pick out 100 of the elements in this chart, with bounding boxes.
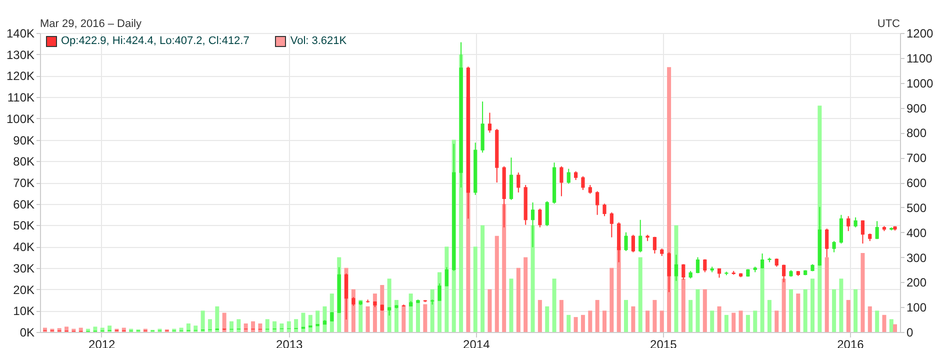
- candlestick: [652, 236, 657, 254]
- candlestick: [560, 166, 564, 197]
- candlestick: [860, 220, 865, 244]
- candlestick: [760, 253, 764, 269]
- candlestick: [566, 168, 570, 184]
- bar: [702, 289, 707, 332]
- bar: [824, 257, 829, 332]
- bar: [280, 323, 284, 332]
- candlestick: [610, 212, 614, 238]
- bar: [179, 328, 184, 332]
- y2-tick-label: 600: [906, 176, 927, 190]
- y2-tick-label: 0: [906, 326, 914, 340]
- bar: [387, 278, 392, 332]
- candlestick: [538, 208, 542, 228]
- candlestick: [854, 216, 858, 228]
- bar: [868, 306, 872, 332]
- candlestick: [602, 203, 606, 217]
- bar: [893, 324, 897, 332]
- candlestick: [667, 252, 671, 293]
- y-tick-label: 10K: [13, 304, 34, 318]
- bar: [416, 300, 420, 332]
- bar: [738, 310, 743, 332]
- annotation: Vol: 3.621K: [290, 35, 347, 47]
- candlestick: [875, 220, 879, 240]
- candlestick: [832, 240, 836, 253]
- bar: [717, 306, 722, 332]
- y2-tick-label: 300: [906, 250, 927, 265]
- candlestick: [638, 219, 642, 253]
- bar: [724, 314, 728, 332]
- bar: [473, 246, 478, 332]
- y-tick-label: 140K: [6, 26, 34, 40]
- candlestick: [839, 214, 844, 244]
- bar: [889, 319, 894, 332]
- bar: [882, 314, 886, 332]
- bar: [559, 300, 564, 332]
- y-tick-label: 130K: [6, 48, 34, 62]
- candlestick: [703, 258, 707, 273]
- bar: [402, 306, 406, 332]
- bar: [638, 257, 642, 332]
- bar: [782, 278, 786, 332]
- bar: [767, 300, 772, 332]
- bar: [875, 310, 880, 332]
- bar: [251, 321, 256, 332]
- bar: [244, 323, 248, 332]
- bar: [753, 310, 758, 332]
- bar: [566, 314, 571, 332]
- y-tick-label: 120K: [6, 69, 34, 84]
- bar: [480, 225, 485, 332]
- bar: [610, 268, 614, 332]
- y-tick-label: 60K: [13, 197, 34, 212]
- bar: [588, 310, 592, 332]
- y2-tick-label: 200: [906, 276, 927, 290]
- bar: [710, 310, 714, 332]
- candlestick: [596, 190, 600, 216]
- candlestick: [516, 172, 520, 193]
- candlestick: [488, 112, 492, 134]
- bar: [732, 312, 736, 332]
- candlestick: [674, 254, 678, 282]
- bar: [652, 300, 657, 332]
- y-tick-label: 0K: [20, 326, 34, 340]
- bar: [538, 300, 542, 332]
- bar: [660, 310, 664, 332]
- bar: [208, 319, 212, 332]
- y2-tick-label: 1000: [906, 76, 934, 90]
- bar: [366, 306, 370, 332]
- bar: [258, 323, 262, 332]
- bar: [854, 289, 858, 332]
- bar: [832, 289, 836, 332]
- bar: [788, 289, 793, 332]
- candlestick: [846, 216, 850, 232]
- bar: [358, 300, 363, 332]
- bar: [215, 306, 220, 332]
- bar: [301, 312, 306, 332]
- bar: [236, 319, 241, 332]
- bar: [602, 310, 606, 332]
- y2-tick-label: 1200: [906, 26, 934, 40]
- y-tick-label: 30K: [13, 261, 34, 276]
- bar: [646, 310, 650, 332]
- bar: [774, 310, 779, 332]
- bar: [494, 236, 499, 332]
- bar: [286, 321, 291, 332]
- bar: [423, 304, 428, 332]
- candlestick: [696, 256, 700, 274]
- y2-tick-label: 700: [906, 151, 927, 166]
- y2-tick-label: 100: [906, 300, 927, 315]
- bar: [595, 300, 600, 332]
- bar: [200, 310, 205, 332]
- bar: [488, 289, 492, 332]
- bar: [272, 321, 277, 332]
- bar: [230, 321, 234, 332]
- bar: [294, 319, 298, 332]
- bar: [860, 252, 865, 332]
- annotation: Op:422.9, Hi:424.4, Lo:407.2, Cl:412.7: [61, 35, 250, 47]
- bar: [530, 225, 535, 332]
- y-tick-label: 40K: [13, 240, 34, 254]
- bar: [839, 278, 844, 332]
- bar: [552, 278, 556, 332]
- bar: [502, 204, 506, 332]
- y2-tick-label: 400: [906, 226, 927, 240]
- bar: [509, 278, 514, 332]
